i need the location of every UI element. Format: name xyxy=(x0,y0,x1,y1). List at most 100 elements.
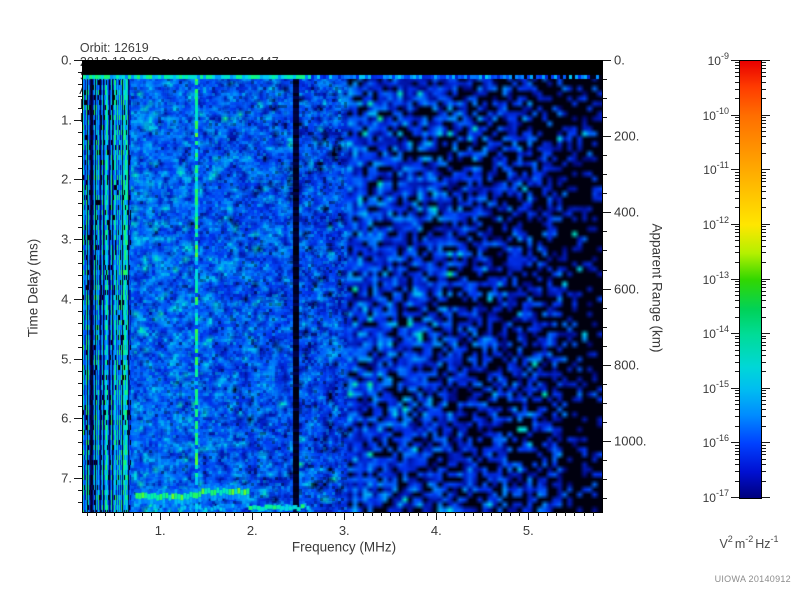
axis-tick xyxy=(762,278,770,280)
axis-tick xyxy=(762,409,766,411)
axis-tick xyxy=(603,307,607,309)
axis-tick xyxy=(762,262,766,264)
axis-tick xyxy=(731,497,739,498)
axis-tick xyxy=(731,278,739,280)
axis-tick xyxy=(603,193,607,195)
axis-tick xyxy=(731,169,739,171)
axis-tick xyxy=(762,345,766,347)
axis-tick xyxy=(762,143,766,145)
axis-tick-label: 200. xyxy=(614,128,640,144)
axis-tick xyxy=(603,174,607,176)
axis-tick xyxy=(762,174,766,176)
axis-tick xyxy=(762,450,766,452)
axis-tick xyxy=(252,512,254,520)
axis-tick xyxy=(762,294,766,296)
axis-tick xyxy=(762,62,766,64)
axis-tick xyxy=(762,464,766,466)
axis-tick xyxy=(603,117,607,119)
axis-tick xyxy=(762,497,770,498)
axis-tick xyxy=(74,478,82,480)
axis-tick xyxy=(762,177,766,179)
axis-tick xyxy=(731,223,739,225)
axis-tick xyxy=(74,179,82,181)
axis-tick-label: 6. xyxy=(61,410,72,426)
axis-tick-label: 4. xyxy=(61,291,72,307)
axis-tick xyxy=(762,387,770,389)
axis-tick xyxy=(603,288,611,290)
axis-tick xyxy=(603,421,607,423)
axis-tick xyxy=(762,152,766,154)
axis-tick xyxy=(436,512,438,520)
axis-tick xyxy=(74,239,82,241)
axis-tick xyxy=(762,185,766,187)
axis-tick xyxy=(762,136,766,138)
axis-tick xyxy=(603,364,611,366)
axis-tick xyxy=(762,354,766,356)
axis-tick xyxy=(731,387,739,389)
axis-tick xyxy=(762,470,766,472)
axis-tick xyxy=(603,345,607,347)
axis-tick xyxy=(762,399,766,401)
axis-tick xyxy=(603,498,607,500)
axis-tick-label: 5. xyxy=(61,351,72,367)
axis-tick xyxy=(762,425,766,427)
axis-tick xyxy=(762,81,766,83)
axis-tick xyxy=(762,60,770,61)
axis-tick-label: 3. xyxy=(338,523,350,538)
header-orbit: Orbit: 12619 xyxy=(79,41,149,55)
colorbar-tick-label: 10-11 xyxy=(703,160,729,178)
axis-tick xyxy=(762,393,766,395)
axis-tick xyxy=(762,349,766,351)
axis-tick xyxy=(603,326,607,328)
axis-tick xyxy=(603,231,607,233)
axis-tick xyxy=(603,60,611,61)
axis-tick xyxy=(762,223,770,225)
axis-tick xyxy=(603,79,607,81)
axis-tick xyxy=(762,197,766,199)
axis-tick xyxy=(762,290,766,292)
colorbar-tick-label: 10-17 xyxy=(702,488,729,505)
axis-tick xyxy=(762,338,766,340)
axis-tick xyxy=(762,181,766,183)
axis-tick xyxy=(762,72,766,74)
axis-tick xyxy=(731,60,739,61)
axis-tick xyxy=(762,316,766,318)
axis-tick xyxy=(762,333,770,335)
axis-tick xyxy=(603,212,611,214)
axis-tick xyxy=(762,480,766,482)
axis-tick xyxy=(603,402,607,404)
colorbar-tick-label: 10-16 xyxy=(702,433,729,451)
axis-tick xyxy=(762,396,766,398)
axis-tick xyxy=(74,298,82,300)
axis-tick xyxy=(762,119,766,121)
axis-tick xyxy=(762,76,766,78)
colorbar-tick-label: 10-14 xyxy=(702,324,729,342)
axis-tick xyxy=(603,440,611,442)
axis-tick xyxy=(762,131,766,133)
axis-tick xyxy=(762,117,766,119)
axis-tick-label: 5. xyxy=(522,523,534,538)
axis-tick xyxy=(762,307,766,309)
axis-tick xyxy=(762,390,766,392)
axis-tick xyxy=(762,123,766,125)
colorbar-gradient xyxy=(740,61,761,498)
unit-v: V xyxy=(719,537,728,552)
axis-tick xyxy=(762,416,766,418)
colorbar-tick-label: 10-15 xyxy=(702,378,729,396)
axis-tick xyxy=(603,98,607,100)
axis-tick xyxy=(603,383,607,385)
axis-tick xyxy=(762,190,766,192)
axis-tick xyxy=(731,442,739,444)
axis-tick xyxy=(603,269,607,271)
colorbar-tick-label: 10-12 xyxy=(702,214,729,232)
axis-tick xyxy=(762,65,766,67)
axis-tick xyxy=(762,232,766,234)
colorbar-tick-label: 10-9 xyxy=(707,51,729,68)
y-axis-label-right: Apparent Range (km) xyxy=(649,223,665,353)
axis-tick-label: 7. xyxy=(61,470,72,486)
axis-tick-label: 1000. xyxy=(614,433,647,449)
axis-tick xyxy=(762,235,766,237)
axis-tick xyxy=(762,404,766,406)
axis-tick xyxy=(762,341,766,343)
spectrogram-canvas xyxy=(83,61,602,512)
